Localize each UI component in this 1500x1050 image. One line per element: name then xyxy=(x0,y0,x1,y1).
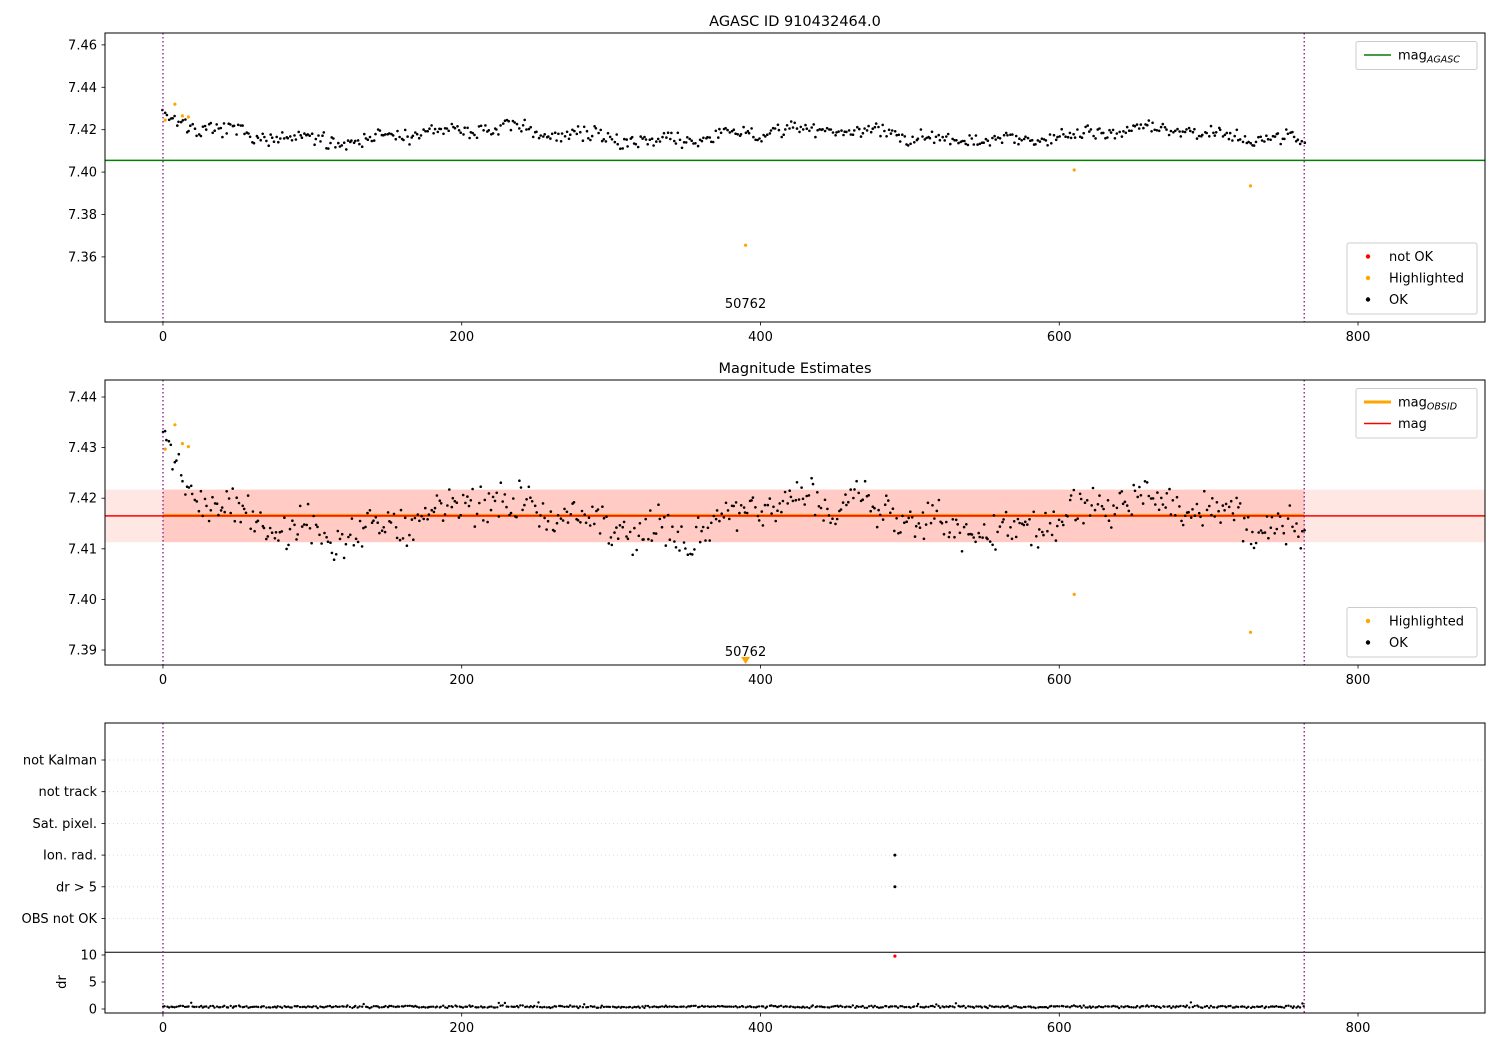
legend-label: mag xyxy=(1398,417,1427,432)
flag-category-label: dr > 5 xyxy=(56,880,97,895)
legend-point-types xyxy=(1346,607,1478,658)
not-ok-point xyxy=(893,954,897,958)
plot-agasc-mag: 7.36 7.38 7.40 7.42 7.44 7.46 0 200 400 600 800 507… xyxy=(68,32,1486,345)
axes-frame xyxy=(104,379,1486,666)
dr-tick-label: 0 xyxy=(89,1003,97,1018)
y-tick-label: 7.36 xyxy=(68,250,97,265)
x-tick-label: 200 xyxy=(449,1021,474,1036)
legend-point-types xyxy=(1346,242,1478,315)
y-tick-label: 7.40 xyxy=(68,593,97,608)
legend-swatch-dot xyxy=(1365,254,1371,259)
axes-frame xyxy=(104,32,1486,323)
legend-swatch-dot xyxy=(1365,618,1371,624)
dr-axis-label: dr xyxy=(55,975,70,989)
plot-magnitude-estimates: 7.39 7.40 7.41 7.42 7.43 7.44 0 200 400 600 800 507… xyxy=(68,379,1486,688)
x-tick-label: 0 xyxy=(159,1021,167,1036)
dr-points xyxy=(162,1001,1305,1010)
dr-tick-label: 10 xyxy=(80,949,97,964)
y-tick-label: 7.44 xyxy=(68,81,97,96)
legend-swatch-dot xyxy=(1365,297,1371,302)
plot2-title: Magnitude Estimates xyxy=(718,361,871,377)
legend-label: magOBSID xyxy=(1398,396,1457,413)
legend-label: Highlighted xyxy=(1389,272,1464,287)
flag-category-label: not track xyxy=(38,785,97,800)
x-tick-label: 600 xyxy=(1047,330,1072,345)
highlighted-points xyxy=(163,423,1253,634)
y-tick-label: 7.40 xyxy=(68,166,97,181)
y-tick-label: 7.41 xyxy=(68,542,97,557)
y-tick-label: 7.42 xyxy=(68,123,97,138)
axes-frame xyxy=(104,722,1486,1014)
x-tick-label: 600 xyxy=(1047,673,1072,688)
flag-category-label: OBS not OK xyxy=(22,912,98,927)
legend-label: not OK xyxy=(1389,250,1434,265)
highlighted-points xyxy=(163,102,1253,247)
ok-points xyxy=(161,108,1307,151)
legend-swatch-dot xyxy=(1365,275,1371,281)
x-tick-label: 0 xyxy=(159,673,167,688)
y-tick-label: 7.42 xyxy=(68,492,97,507)
y-tick-label: 7.38 xyxy=(68,208,97,223)
legend-label: magAGASC xyxy=(1398,49,1460,66)
legend-swatch-dot xyxy=(1365,640,1371,645)
flag-category-label: Ion. rad. xyxy=(43,849,97,864)
x-tick-label: 800 xyxy=(1346,1021,1371,1036)
x-tick-label: 200 xyxy=(449,330,474,345)
x-tick-label: 800 xyxy=(1346,330,1371,345)
y-tick-label: 7.44 xyxy=(68,391,97,406)
y-tick-label: 7.46 xyxy=(68,38,97,53)
x-tick-label: 400 xyxy=(748,1021,773,1036)
flag-category-label: Sat. pixel. xyxy=(33,817,97,832)
ok-points xyxy=(161,429,1306,561)
x-tick-label: 800 xyxy=(1346,673,1371,688)
y-tick-label: 7.39 xyxy=(68,644,97,659)
x-tick-label: 600 xyxy=(1047,1021,1072,1036)
dr-tick-label: 5 xyxy=(89,976,97,991)
legend-label: OK xyxy=(1389,293,1408,308)
x-tick-label: 0 xyxy=(159,330,167,345)
plot-quality-flags: not Kalman not track Sat. pixel. Ion. rad. d… xyxy=(22,722,1486,1036)
obsid-annotation: 50762 xyxy=(725,297,766,312)
flag-point xyxy=(893,853,897,857)
legend-label: Highlighted xyxy=(1389,615,1464,630)
legend-lines xyxy=(1355,41,1478,70)
clipped-point-marker xyxy=(741,657,751,664)
y-tick-label: 7.43 xyxy=(68,441,97,456)
x-tick-label: 200 xyxy=(449,673,474,688)
flag-point xyxy=(893,885,897,889)
x-tick-label: 400 xyxy=(748,330,773,345)
flag-category-label: not Kalman xyxy=(23,754,97,769)
plot1-title: AGASC ID 910432464.0 xyxy=(709,14,881,30)
legend-label: OK xyxy=(1389,636,1408,651)
obsid-annotation: 50762 xyxy=(725,645,766,660)
x-tick-label: 400 xyxy=(748,673,773,688)
